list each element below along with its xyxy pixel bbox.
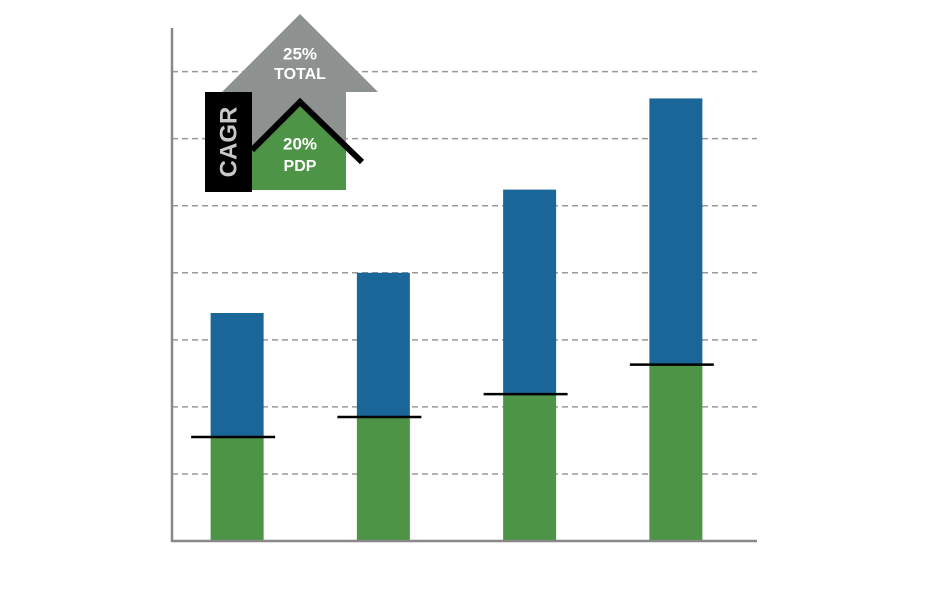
pdp-rate: 20% — [283, 134, 317, 153]
cagr-graphic: 25% TOTAL 20% PDP CAGR — [205, 14, 378, 192]
bar-segment — [503, 394, 557, 541]
roof-line — [249, 97, 365, 165]
bar-segment — [210, 313, 264, 438]
total-rate: 25% — [283, 44, 317, 63]
cagr-box — [205, 92, 252, 192]
plot — [170, 28, 757, 543]
axis — [170, 28, 757, 543]
bar-segment — [356, 416, 410, 541]
total-label: TOTAL — [274, 66, 326, 83]
pdp-house — [252, 102, 346, 190]
bar-segment — [356, 272, 410, 417]
bar-segment — [210, 437, 264, 541]
bar-segment — [649, 98, 703, 365]
cagr-label: CAGR — [215, 107, 242, 178]
bar-segment — [649, 364, 703, 541]
pdp-label: PDP — [284, 158, 317, 175]
bar-segment — [503, 189, 557, 395]
